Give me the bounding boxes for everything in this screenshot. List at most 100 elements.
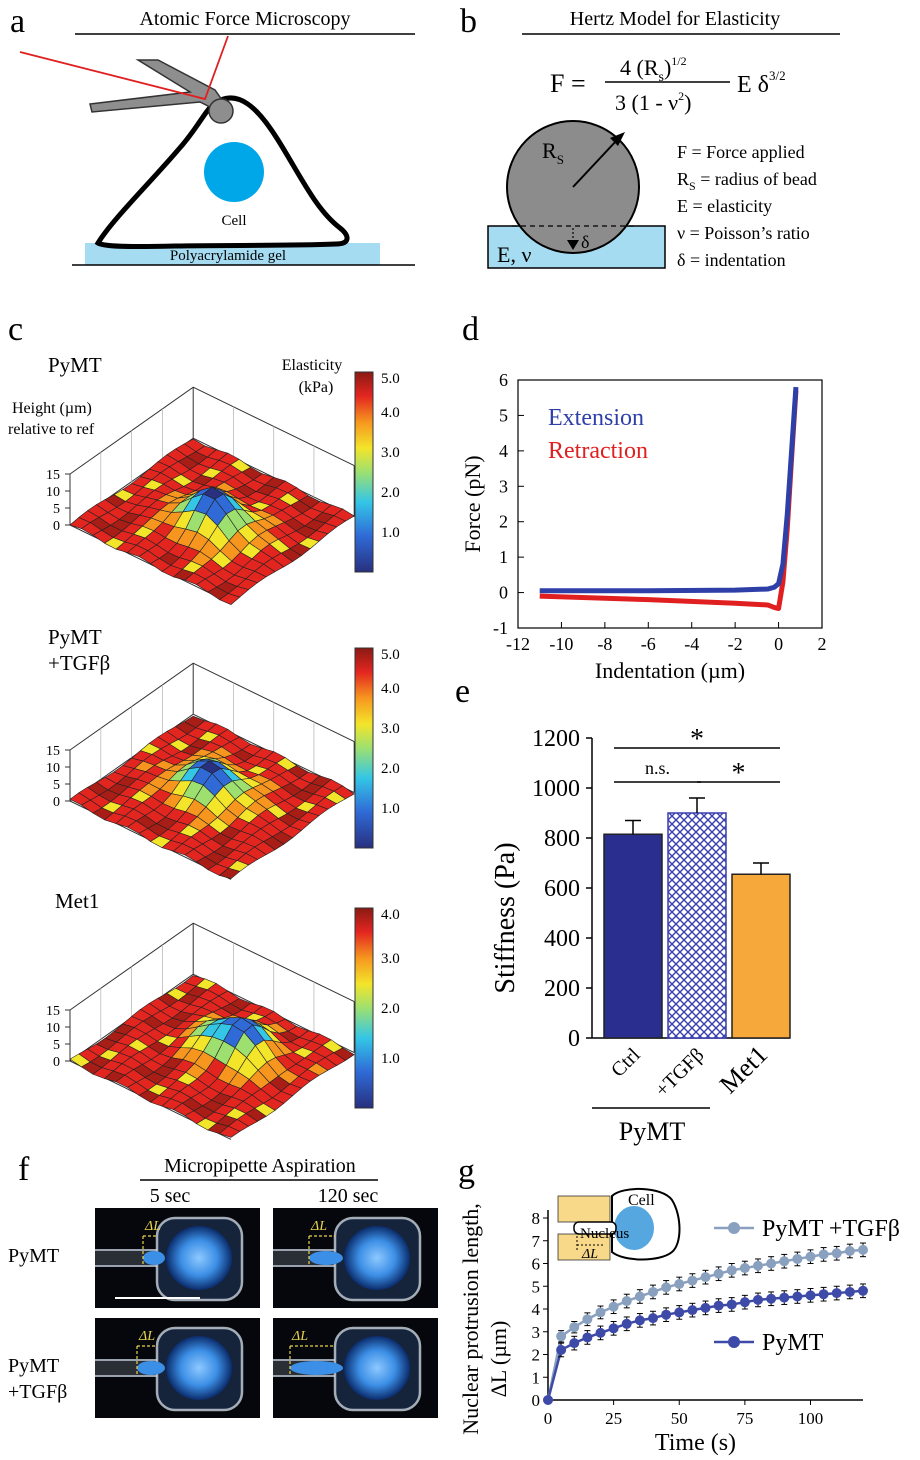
colorbar-tick: 3.0 — [381, 445, 400, 461]
data-point — [713, 1268, 724, 1279]
data-point — [779, 1256, 790, 1267]
data-point — [556, 1331, 567, 1342]
hertz-legend-item: δ = indentation — [677, 250, 786, 270]
colorbar — [354, 907, 374, 1109]
group-label: PyMT — [619, 1117, 686, 1146]
data-point — [608, 1301, 619, 1312]
x-tick-label: 0 — [774, 634, 783, 654]
z-tick: 15 — [46, 468, 60, 483]
y-tick-label: 3 — [532, 1323, 541, 1342]
data-point — [844, 1245, 855, 1256]
z-tick: 10 — [46, 761, 60, 776]
x-tick-label: -10 — [549, 634, 573, 654]
data-point — [648, 1286, 658, 1297]
y-tick-label: 0 — [568, 1026, 580, 1052]
row-label-pymt: PyMT — [8, 1245, 59, 1267]
colorbar — [354, 647, 374, 849]
panel-g: g 0 1 2 3 4 5 6 7 8 0 25 50 75 100 Time (s) Nuclear pro… — [458, 1153, 900, 1456]
delta-l-label: ΔL — [291, 1329, 308, 1344]
micrograph: ΔL — [273, 1318, 438, 1418]
delta-l-label: ΔL — [138, 1329, 155, 1344]
panel-a-title: Atomic Force Microscopy — [139, 8, 350, 30]
data-point — [766, 1293, 777, 1304]
data-point — [634, 1291, 645, 1302]
surface-maps: PyMT1510505.04.03.02.01.0PyMT+TGFβ151050… — [46, 353, 400, 1140]
delta-l-label: ΔL — [144, 1219, 161, 1234]
micrograph: ΔL — [95, 1318, 260, 1418]
colorbar-tick: 1.0 — [381, 525, 400, 541]
surface-map-name: PyMT — [48, 625, 102, 649]
colorbar-tick: 3.0 — [381, 951, 400, 967]
elasticity-label-2: (kPa) — [299, 379, 334, 396]
significance-label: * — [732, 758, 746, 789]
panel-b-letter: b — [460, 3, 477, 40]
indentation-arrow-head — [567, 240, 579, 250]
x-tick-label: 25 — [605, 1409, 622, 1428]
x-tick-label: 2 — [818, 634, 827, 654]
y-tick-label: 8 — [532, 1209, 541, 1228]
legend-entry: Retraction — [548, 438, 648, 464]
z-tick: 15 — [46, 744, 60, 759]
significance-label: * — [690, 724, 704, 755]
gel-label: Polyacrylamide gel — [170, 248, 286, 264]
indentation-symbol: δ — [581, 232, 589, 252]
colorbar-tick: 4.0 — [381, 907, 400, 923]
plot-frame — [517, 379, 823, 629]
data-point — [858, 1244, 868, 1255]
x-tick-label: -8 — [597, 634, 612, 654]
surface-map-name: Met1 — [55, 889, 99, 913]
data-point — [858, 1285, 868, 1296]
colorbar-tick: 2.0 — [381, 485, 400, 501]
delta-l-label: ΔL — [310, 1219, 327, 1234]
x-axis-label: Time (s) — [655, 1430, 736, 1456]
y-tick-label: 2 — [499, 512, 508, 532]
micrograph: ΔL — [95, 1208, 260, 1308]
y-tick-label: 4 — [532, 1300, 541, 1319]
height-label-2: relative to ref — [8, 421, 95, 438]
colorbar-tick: 4.0 — [381, 681, 400, 697]
data-point — [648, 1313, 658, 1324]
y-tick-label: 1 — [499, 547, 508, 567]
afm-bead — [208, 98, 234, 124]
data-point — [792, 1253, 803, 1264]
y-axis-label-2: ΔL (µm) — [486, 1321, 511, 1398]
row-label-tgf-1: PyMT — [8, 1355, 59, 1377]
elasticity-label-1: Elasticity — [282, 357, 342, 374]
x-tick-label: -2 — [728, 634, 743, 654]
colorbar-tick: 1.0 — [381, 1051, 400, 1067]
y-axis-label: Stiffness (Pa) — [490, 842, 521, 993]
data-point — [805, 1251, 816, 1262]
y-axis-label: Force (pN) — [460, 455, 485, 552]
hertz-legend-item: E = elasticity — [677, 196, 772, 216]
z-tick: 10 — [46, 485, 60, 500]
data-point — [634, 1315, 645, 1326]
data-point — [595, 1307, 606, 1318]
y-tick-label: 0 — [499, 583, 508, 603]
x-axis-label: Indentation (µm) — [595, 658, 745, 683]
protrusion-chart: 0 1 2 3 4 5 6 7 8 0 25 50 75 100 Time (s) Nuclear protr… — [458, 1187, 900, 1456]
x-tick-label: -4 — [684, 634, 699, 654]
panel-f-title: Micropipette Aspiration — [164, 1155, 356, 1177]
data-point — [726, 1265, 737, 1276]
colorbar-tick: 1.0 — [381, 801, 400, 817]
stiffness-bar-chart: 0 200 400 600 800 1000 1200 Stiffness (Pa) Ctrl +… — [490, 724, 791, 1146]
y-tick-label: 1000 — [532, 776, 580, 802]
colorbar — [354, 371, 374, 573]
row-label-tgf-2: +TGFβ — [8, 1381, 67, 1403]
radius-arrow-head — [610, 132, 625, 146]
panel-a: a Atomic Force Microscopy Polyacrylamide… — [10, 3, 415, 266]
panel-b-title: Hertz Model for Elasticity — [570, 8, 781, 30]
y-tick-label: 6 — [499, 370, 508, 390]
hertz-legend-item: F = Force applied — [677, 142, 805, 162]
bar — [731, 873, 791, 1039]
bar — [667, 812, 727, 1039]
y-tick-label: 800 — [544, 826, 580, 852]
micrograph: ΔL — [273, 1208, 438, 1308]
legend-entry: Extension — [548, 405, 644, 431]
hertz-legend: F = Force applied RS = radius of bead E = … — [677, 142, 817, 270]
x-tick-label: 50 — [671, 1409, 688, 1428]
z-tick: 5 — [53, 502, 60, 517]
data-point — [818, 1289, 829, 1300]
